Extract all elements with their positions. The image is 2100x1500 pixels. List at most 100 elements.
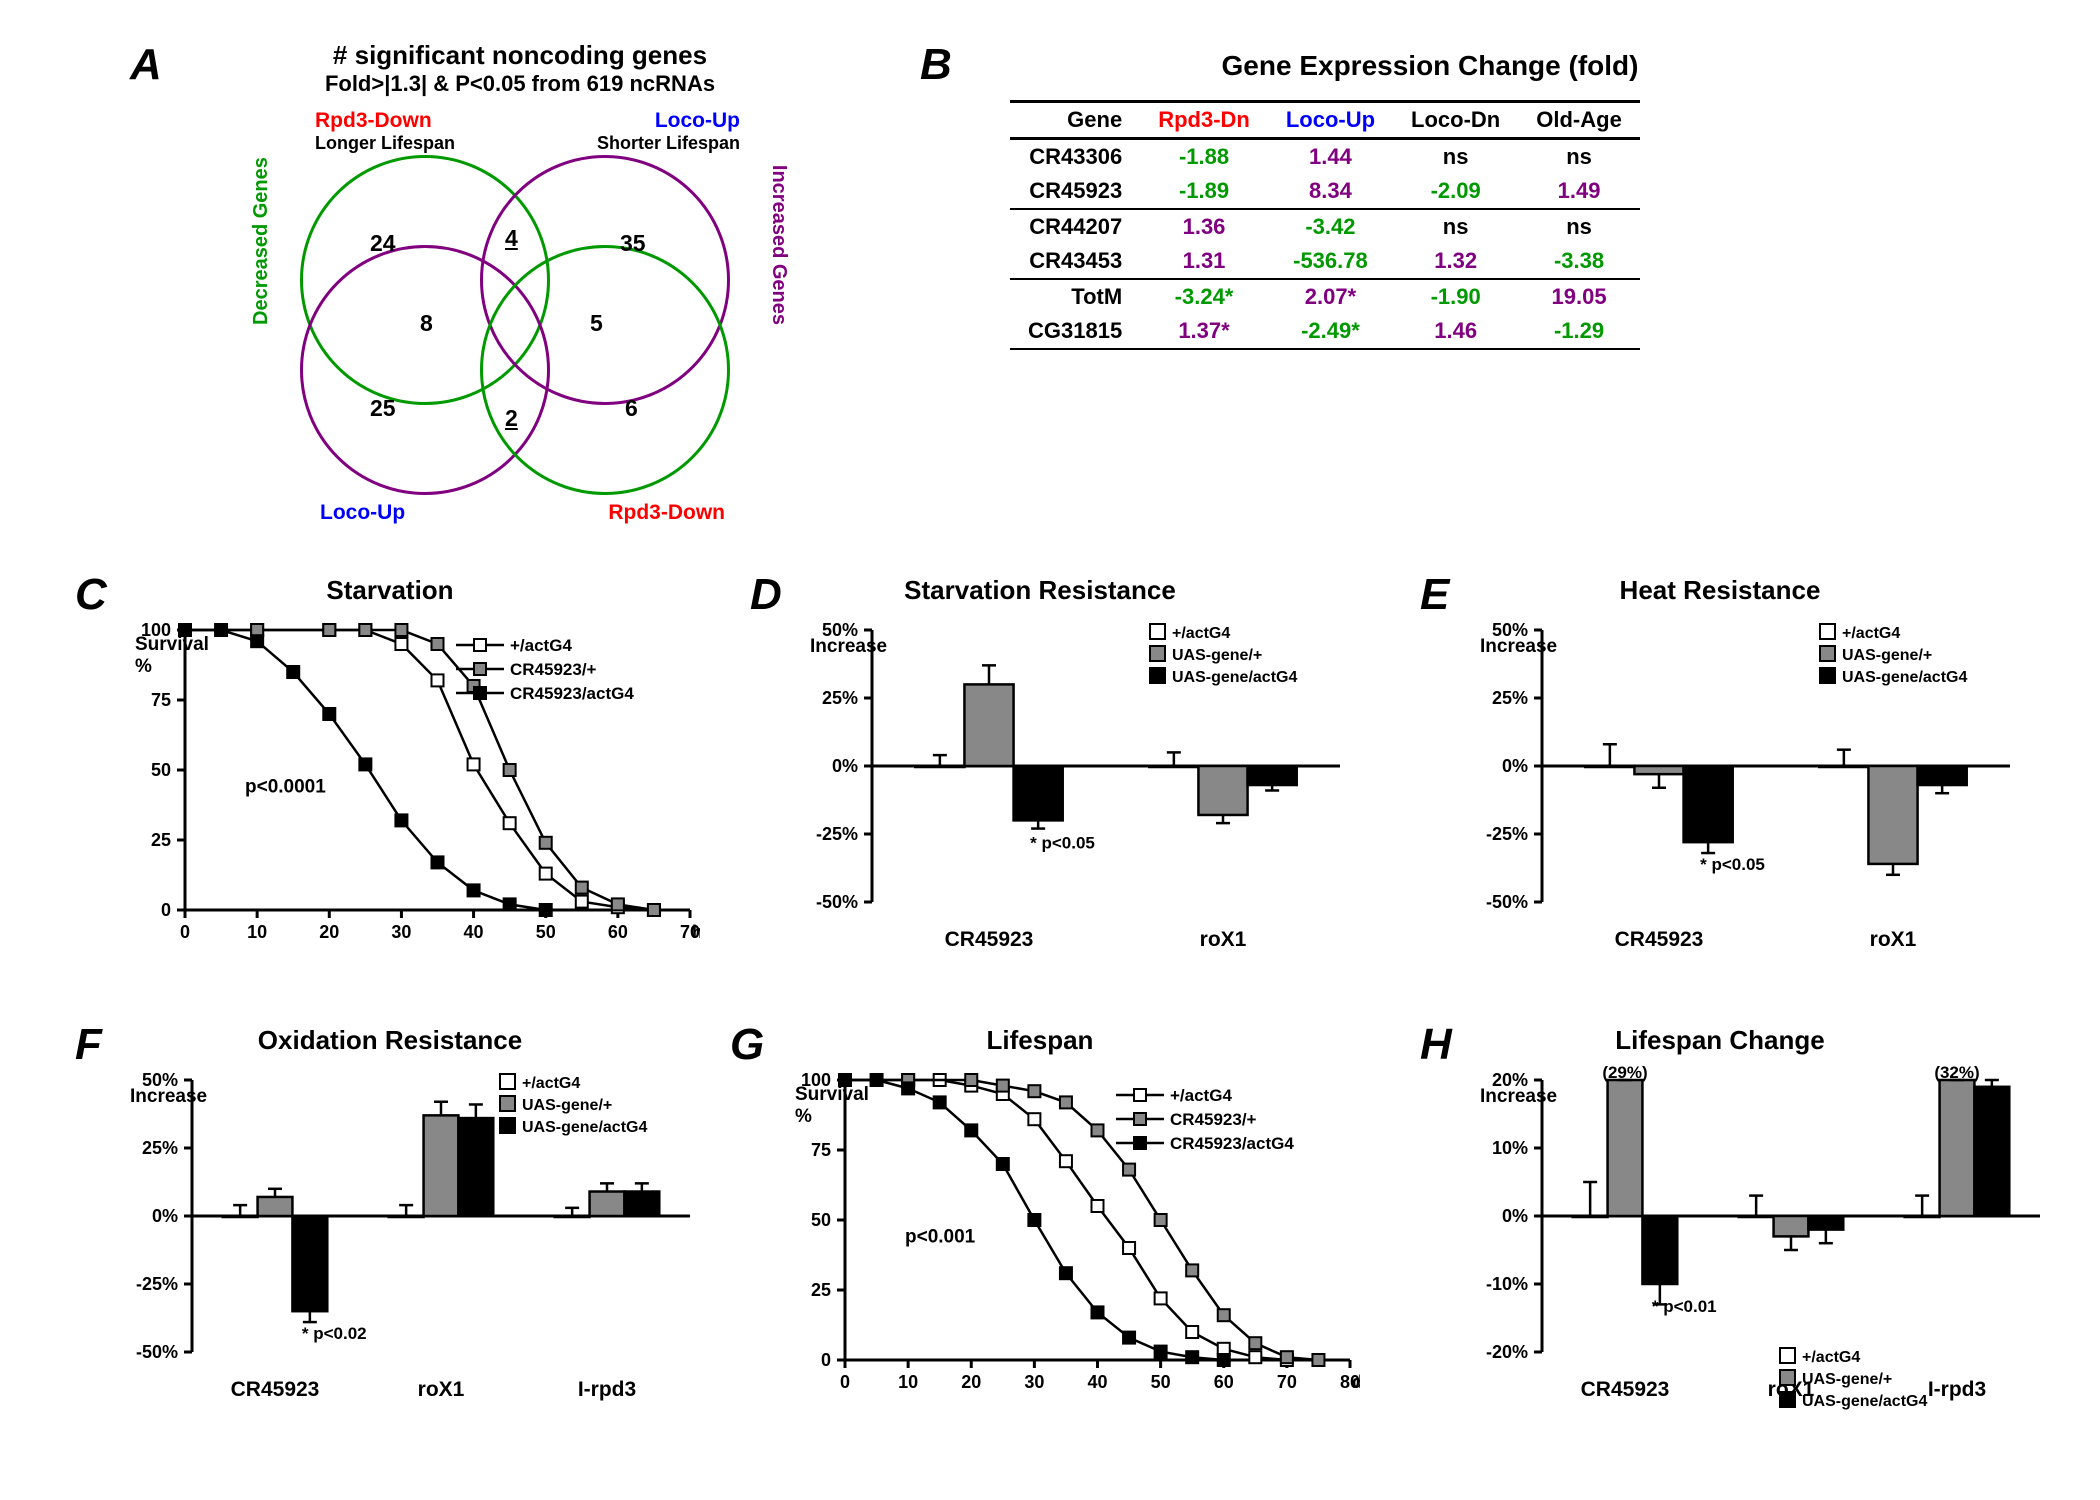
panel-f-chart: -50%-25%0%25%50%IncreaseCR45923* p<0.02r…	[110, 1060, 700, 1415]
panel-e-title: Heat Resistance	[1490, 575, 1950, 606]
venn-label-tr: Loco-Up	[597, 109, 740, 133]
panel-h-title: Lifespan Change	[1490, 1025, 1950, 1056]
venn-side-left: Decreased Genes	[250, 157, 273, 325]
table-row: CR442071.36-3.42nsns	[1010, 209, 1640, 244]
table-header: Loco-Up	[1268, 102, 1393, 139]
table-header: Gene	[1010, 102, 1140, 139]
venn-side-right: Increased Genes	[767, 165, 790, 325]
svg-text:-25%: -25%	[136, 1274, 178, 1294]
panel-b-letter: B	[920, 40, 952, 90]
svg-text:75: 75	[151, 690, 171, 710]
svg-text:50: 50	[536, 922, 556, 942]
table-header: Rpd3-Dn	[1140, 102, 1268, 139]
svg-text:0: 0	[180, 922, 190, 942]
svg-text:50: 50	[151, 760, 171, 780]
panel-a-title: # significant noncoding genes	[220, 40, 820, 71]
svg-text:+/actG4: +/actG4	[1172, 625, 1230, 642]
svg-text:0%: 0%	[152, 1206, 178, 1226]
svg-text:25: 25	[151, 830, 171, 850]
svg-text:CR45923: CR45923	[1581, 1378, 1670, 1401]
panel-e-letter: E	[1420, 570, 1449, 620]
svg-text:Increase: Increase	[810, 636, 887, 657]
svg-text:UAS-gene/+: UAS-gene/+	[522, 1097, 612, 1114]
svg-text:50: 50	[811, 1210, 831, 1230]
svg-text:Increase: Increase	[130, 1086, 207, 1107]
svg-text:70: 70	[1277, 1372, 1297, 1392]
svg-text:UAS-gene/actG4: UAS-gene/actG4	[1842, 669, 1967, 686]
svg-text:UAS-gene/actG4: UAS-gene/actG4	[1802, 1393, 1927, 1410]
svg-text:p<0.0001: p<0.0001	[245, 776, 326, 797]
svg-text:CR45923/+: CR45923/+	[1170, 1110, 1257, 1129]
venn-num-left-inter: 8	[420, 310, 433, 337]
expression-table: GeneRpd3-DnLoco-UpLoco-DnOld-Age CR43306…	[1010, 100, 1640, 350]
svg-text:0%: 0%	[1502, 1206, 1528, 1226]
panel-f-title: Oxidation Resistance	[140, 1025, 640, 1056]
svg-text:%: %	[795, 1106, 812, 1127]
svg-text:roX1: roX1	[1200, 928, 1247, 951]
venn-label-bl: Loco-Up	[320, 501, 405, 525]
panel-f-letter: F	[75, 1020, 102, 1070]
svg-text:UAS-gene/actG4: UAS-gene/actG4	[522, 1119, 647, 1136]
svg-text:10%: 10%	[1492, 1138, 1528, 1158]
svg-text:-50%: -50%	[136, 1342, 178, 1362]
svg-text:%: %	[135, 656, 152, 677]
venn-label-br: Rpd3-Down	[608, 501, 725, 525]
panel-c-letter: C	[75, 570, 107, 620]
svg-text:+/actG4: +/actG4	[1842, 625, 1900, 642]
svg-text:0%: 0%	[1502, 756, 1528, 776]
panel-e-chart: -50%-25%0%25%50%IncreaseCR45923* p<0.05r…	[1460, 610, 2020, 965]
table-row: CR45923-1.898.34-2.091.49	[1010, 174, 1640, 209]
svg-text:* p<0.02: * p<0.02	[302, 1324, 367, 1343]
svg-text:25%: 25%	[142, 1138, 178, 1158]
svg-text:-20%: -20%	[1486, 1342, 1528, 1362]
venn-diagram: Rpd3-Down Longer Lifespan Loco-Up Shorte…	[260, 115, 780, 495]
panel-g-title: Lifespan	[830, 1025, 1250, 1056]
svg-text:0: 0	[840, 1372, 850, 1392]
panel-a-subtitle: Fold>|1.3| & P<0.05 from 619 ncRNAs	[220, 71, 820, 97]
svg-text:UAS-gene/+: UAS-gene/+	[1842, 647, 1932, 664]
svg-text:30: 30	[391, 922, 411, 942]
svg-text:+/actG4: +/actG4	[510, 636, 572, 655]
venn-num-top-inter: 4	[505, 225, 518, 252]
svg-text:CR45923/actG4: CR45923/actG4	[1170, 1134, 1294, 1153]
venn-num-right-inter: 5	[590, 310, 603, 337]
venn-num-tr: 35	[620, 230, 646, 257]
svg-text:* p<0.05: * p<0.05	[1700, 855, 1765, 874]
venn-circle-br	[480, 245, 730, 495]
svg-text:-50%: -50%	[816, 892, 858, 912]
svg-text:0%: 0%	[832, 756, 858, 776]
table-row: CR434531.31-536.781.32-3.38	[1010, 244, 1640, 279]
svg-text:I-rpd3: I-rpd3	[578, 1378, 636, 1401]
svg-text:60: 60	[608, 922, 628, 942]
svg-text:-25%: -25%	[1486, 824, 1528, 844]
svg-text:40: 40	[464, 922, 484, 942]
panel-d-title: Starvation Resistance	[810, 575, 1270, 606]
panel-d-letter: D	[750, 570, 782, 620]
svg-text:CR45923/actG4: CR45923/actG4	[510, 684, 634, 703]
svg-text:UAS-gene/+: UAS-gene/+	[1172, 647, 1262, 664]
svg-text:hr: hr	[692, 922, 700, 942]
panel-d-chart: -50%-25%0%25%50%IncreaseCR45923* p<0.05r…	[790, 610, 1350, 965]
venn-label-tl-sub: Longer Lifespan	[315, 133, 455, 154]
svg-text:roX1: roX1	[418, 1378, 465, 1401]
svg-text:20: 20	[319, 922, 339, 942]
svg-text:+/actG4: +/actG4	[1170, 1086, 1232, 1105]
svg-text:(29%): (29%)	[1602, 1063, 1647, 1082]
panel-c-chart: 0102030405060700255075100Survival%hrp<0.…	[110, 610, 700, 965]
svg-text:* p<0.05: * p<0.05	[1030, 833, 1095, 852]
svg-text:-50%: -50%	[1486, 892, 1528, 912]
panel-h-chart: -20%-10%0%10%20%Increase(29%)CR45923* p<…	[1460, 1060, 2050, 1415]
svg-text:I-rpd3: I-rpd3	[1928, 1378, 1986, 1401]
table-row: TotM-3.24*2.07*-1.9019.05	[1010, 279, 1640, 314]
svg-text:20: 20	[961, 1372, 981, 1392]
svg-text:0: 0	[161, 900, 171, 920]
venn-num-bl: 25	[370, 395, 396, 422]
svg-text:CR45923/+: CR45923/+	[510, 660, 597, 679]
panel-b-title: Gene Expression Change (fold)	[1030, 50, 1830, 82]
venn-num-bot-inter: 2	[505, 405, 518, 432]
table-header: Loco-Dn	[1393, 102, 1518, 139]
table-header: Old-Age	[1518, 102, 1640, 139]
svg-text:25%: 25%	[1492, 688, 1528, 708]
svg-text:0: 0	[821, 1350, 831, 1370]
svg-text:-25%: -25%	[816, 824, 858, 844]
